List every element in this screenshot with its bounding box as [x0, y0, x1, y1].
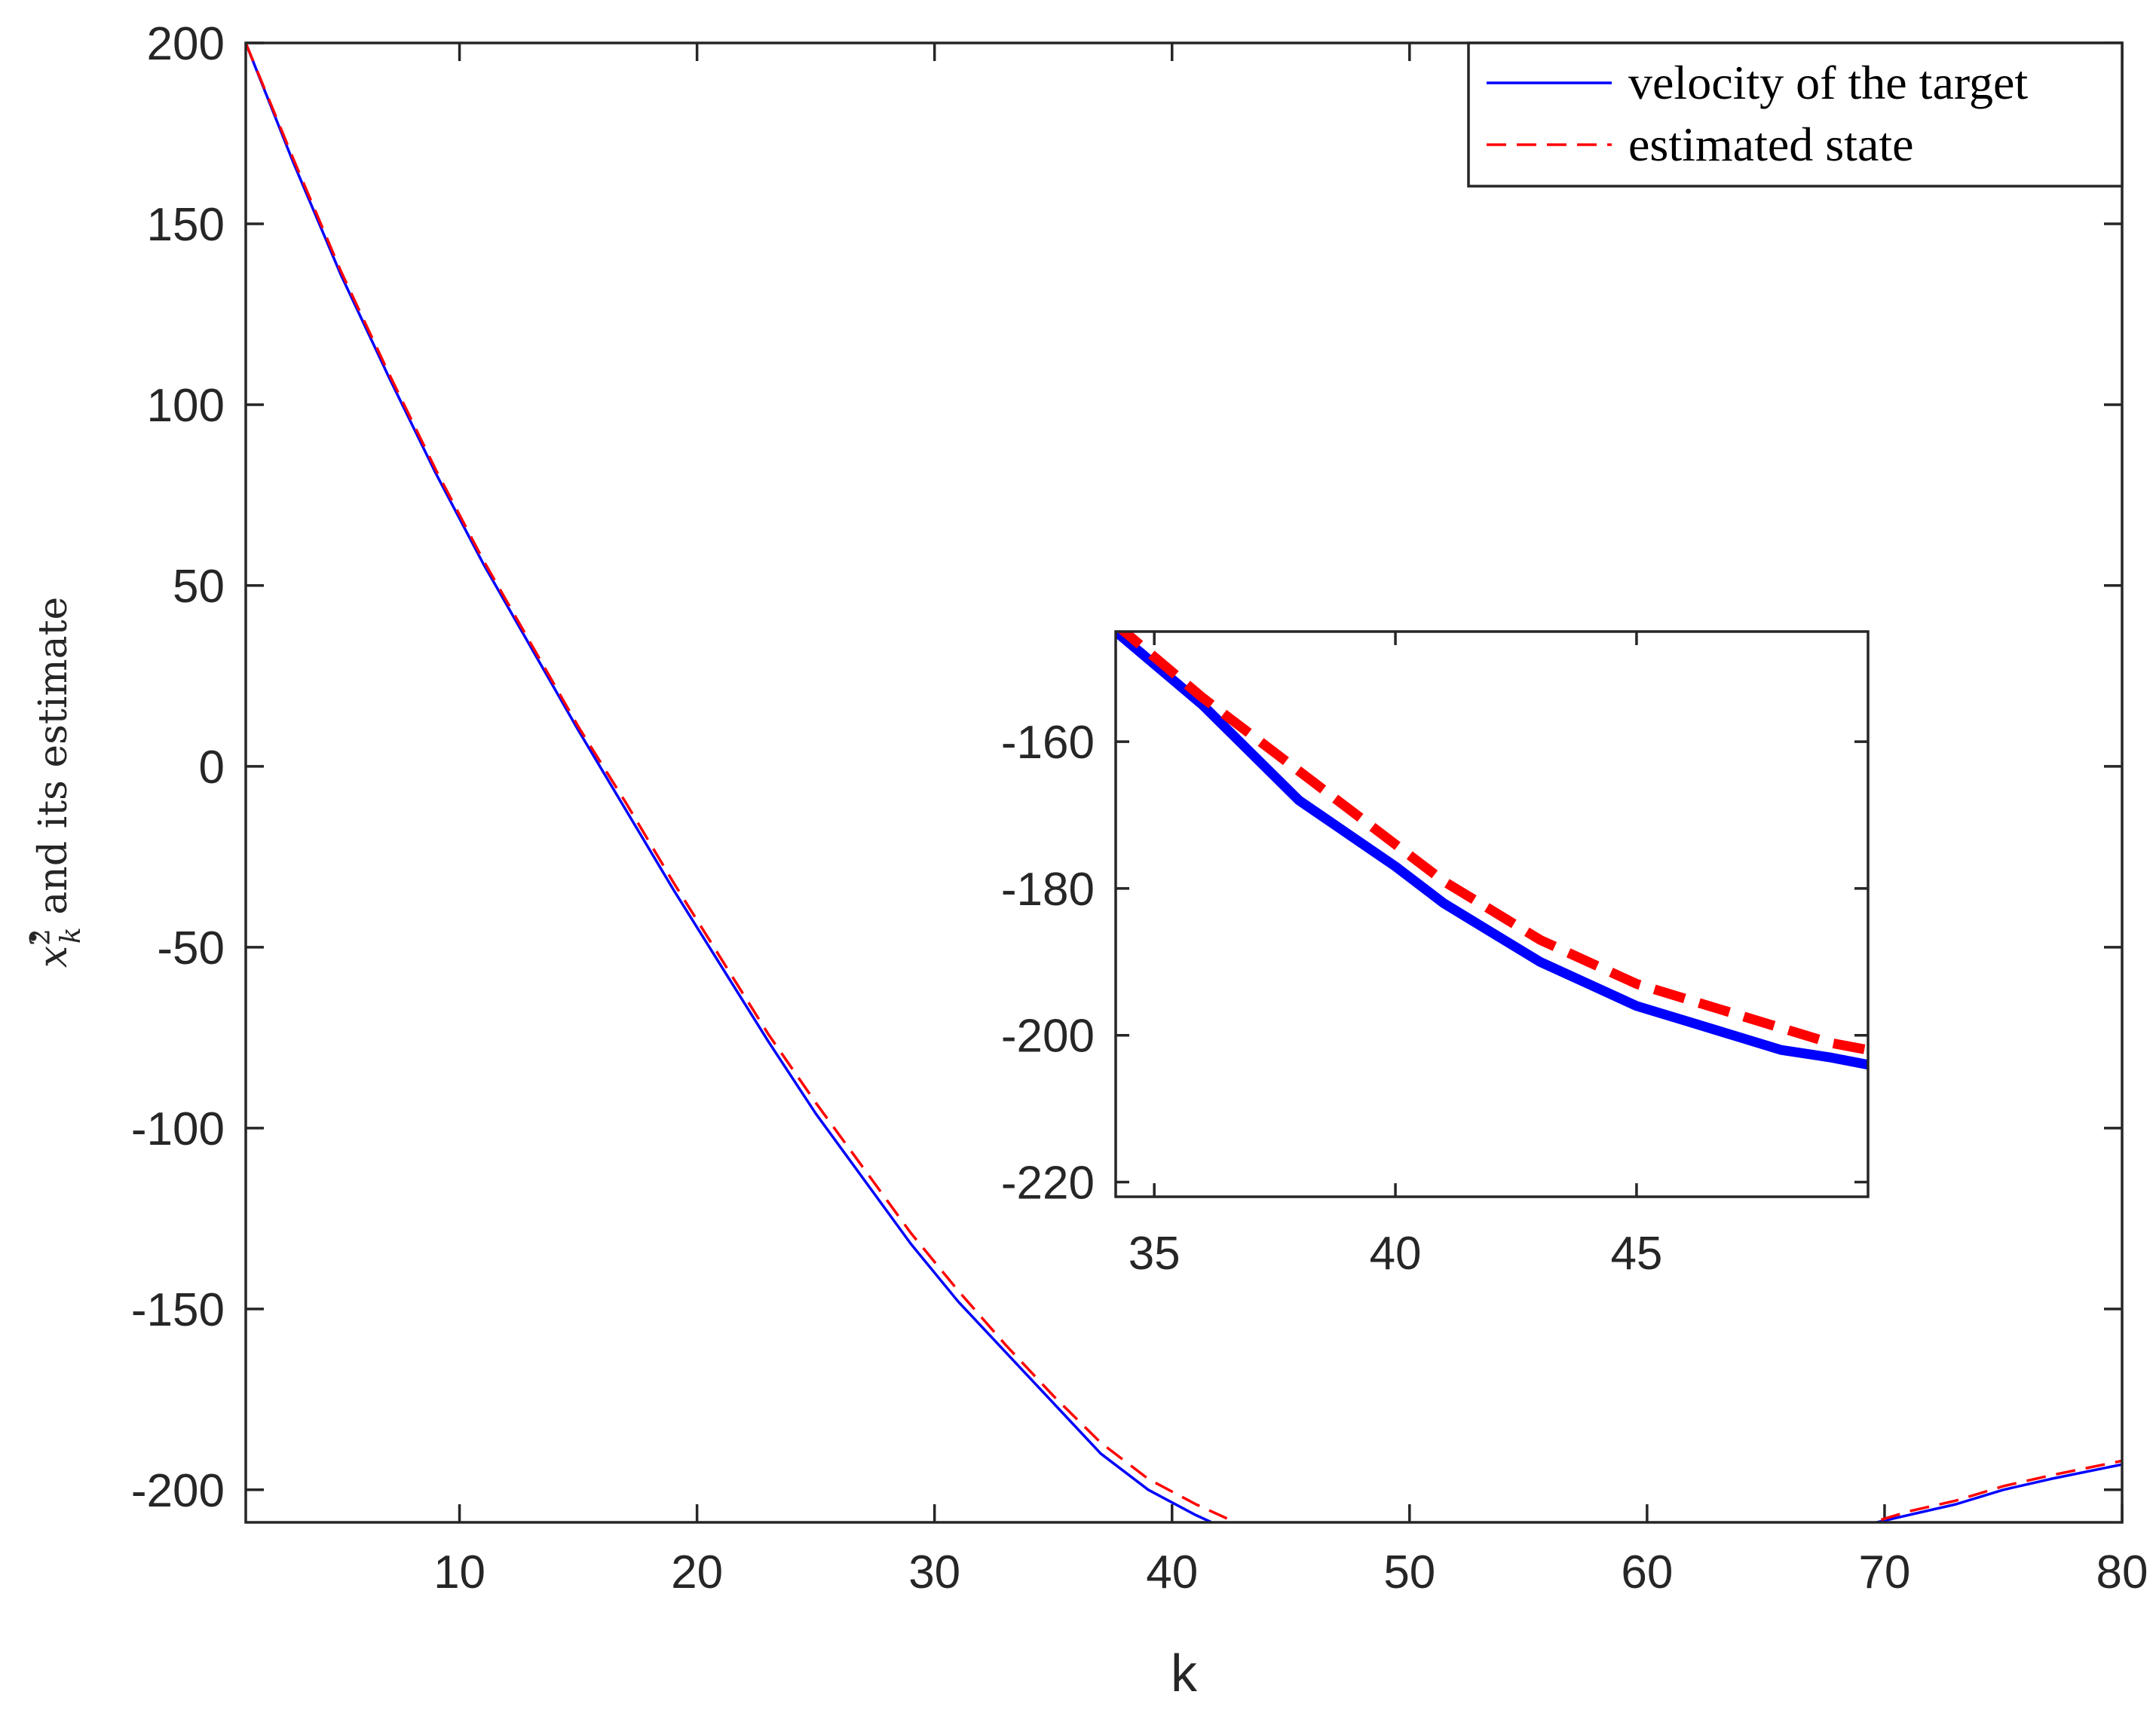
main-y-tick-label: -150 — [131, 1284, 225, 1336]
legend-label-estimate: estimated state — [1628, 118, 1914, 171]
inset-y-tick-label: -160 — [1001, 717, 1095, 769]
inset-series-estimate-line — [1116, 632, 1868, 1055]
main-y-tick-label: 150 — [147, 199, 225, 251]
main-y-tick-label: 200 — [147, 18, 225, 70]
main-x-tick-label: 20 — [671, 1546, 723, 1598]
inset-axes-frame — [1114, 630, 1870, 1198]
main-y-tick-label: 50 — [173, 561, 225, 613]
main-y-tick-label: 100 — [147, 380, 225, 432]
legend-box — [1467, 41, 2124, 188]
y-axis-label-text: x2k and its estimate — [26, 597, 87, 968]
main-x-tick-label: 70 — [1858, 1546, 1910, 1598]
main-x-tick-label: 60 — [1621, 1546, 1673, 1598]
main-y-tick-label: -200 — [131, 1465, 225, 1517]
inset-y-tick-label: -180 — [1001, 864, 1095, 916]
y-label-superscript: 2 — [26, 928, 57, 946]
y-label-subscript: k — [56, 927, 87, 944]
inset-plot: 35 40 45 -160 -180 -200 -220 — [1001, 630, 1870, 1280]
y-label-dot-accent — [29, 934, 37, 941]
main-y-tick-label: -50 — [157, 922, 225, 974]
legend-label-velocity: velocity of the target — [1628, 56, 2028, 109]
inset-y-tick-label: -200 — [1001, 1011, 1095, 1063]
inset-series-velocity-line — [1116, 632, 1868, 1070]
main-series-velocity-line — [246, 43, 2122, 1522]
y-label-suffix: and its estimate — [31, 597, 76, 928]
legend: velocity of the target estimated state — [1467, 41, 2124, 188]
main-x-tick-label: 80 — [2096, 1546, 2148, 1598]
main-x-tick-label: 50 — [1383, 1546, 1435, 1598]
main-x-tick-label: 10 — [433, 1546, 485, 1598]
main-y-tick-label: 0 — [199, 742, 225, 794]
main-x-tick-label: 30 — [908, 1546, 960, 1598]
inset-x-tick-label: 45 — [1610, 1228, 1662, 1280]
y-axis-label: x2k and its estimate — [26, 597, 87, 968]
main-y-tick-label: -100 — [131, 1103, 225, 1155]
inset-x-tick-label: 40 — [1370, 1228, 1422, 1280]
y-label-base: x — [31, 946, 76, 968]
main-x-tick-label: 40 — [1146, 1546, 1198, 1598]
inset-y-tick-label: -220 — [1001, 1158, 1095, 1210]
x-axis-label: k — [1171, 1644, 1198, 1702]
main-axes-frame — [244, 41, 2124, 1524]
main-series-estimate-line — [246, 43, 2122, 1522]
inset-x-tick-label: 35 — [1129, 1228, 1181, 1280]
